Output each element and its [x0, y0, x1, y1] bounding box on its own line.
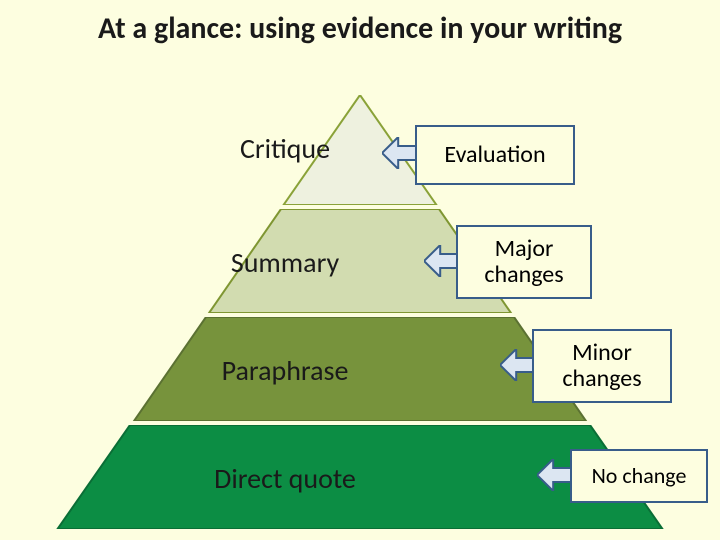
pyramid-diagram: CritiqueSummaryParaphraseDirect quote Ev… [0, 95, 720, 535]
arrow-icon [537, 459, 573, 491]
pyramid-level-0: Critique [50, 95, 670, 205]
arrow-icon [500, 349, 536, 381]
callout-1: Major changes [456, 225, 592, 299]
arrow-icon [424, 245, 460, 277]
callout-2: Minor changes [532, 329, 672, 403]
callout-3: No change [570, 449, 708, 503]
arrow-icon [382, 137, 418, 169]
page-title: At a glance: using evidence in your writ… [0, 0, 720, 47]
callout-0: Evaluation [415, 125, 575, 185]
